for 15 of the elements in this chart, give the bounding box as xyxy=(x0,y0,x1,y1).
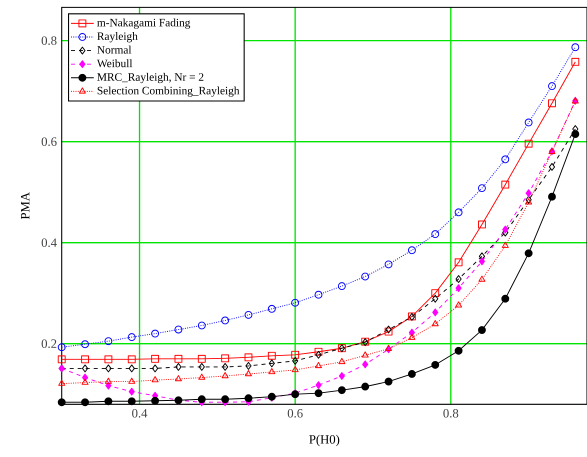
x-tick-label: 0.4 xyxy=(132,409,148,418)
legend-label: Normal xyxy=(97,46,132,54)
x-tick-label: 0.6 xyxy=(288,409,303,418)
x-tick-label: 0.8 xyxy=(443,409,458,418)
legend-label: Rayleigh xyxy=(97,32,138,42)
y-tick-label: 0.6 xyxy=(42,137,57,146)
y-tick-label: 0.8 xyxy=(42,36,57,45)
legend-label: Selection Combining_Rayleigh xyxy=(98,86,240,97)
y-tick-label: 0.4 xyxy=(42,238,57,247)
x-axis-title: P(H0) xyxy=(309,434,340,446)
legend-label: m-Nakagami Fading xyxy=(97,18,190,29)
y-tick-label: 0.2 xyxy=(42,339,56,348)
legend-label: Weibull xyxy=(96,59,132,68)
legend-label: MRC_Rayleigh, Nr = 2 xyxy=(97,72,204,84)
y-axis-title: PMA xyxy=(20,192,30,220)
